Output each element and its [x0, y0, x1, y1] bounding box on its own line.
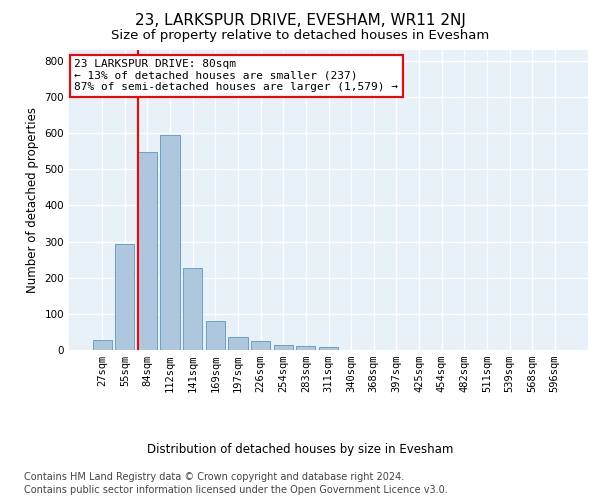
Bar	[229, 336, 248, 350]
Text: 23, LARKSPUR DRIVE, EVESHAM, WR11 2NJ: 23, LARKSPUR DRIVE, EVESHAM, WR11 2NJ	[134, 12, 466, 28]
Bar	[115, 244, 134, 350]
Y-axis label: Number of detached properties: Number of detached properties	[26, 107, 39, 293]
Bar	[296, 346, 316, 350]
Bar	[160, 134, 180, 350]
Text: Contains public sector information licensed under the Open Government Licence v3: Contains public sector information licen…	[24, 485, 448, 495]
Bar	[138, 152, 157, 350]
Bar	[206, 321, 225, 350]
Text: 23 LARKSPUR DRIVE: 80sqm
← 13% of detached houses are smaller (237)
87% of semi-: 23 LARKSPUR DRIVE: 80sqm ← 13% of detach…	[74, 59, 398, 92]
Bar	[274, 346, 293, 350]
Bar	[251, 340, 270, 350]
Bar	[92, 340, 112, 350]
Text: Size of property relative to detached houses in Evesham: Size of property relative to detached ho…	[111, 29, 489, 42]
Bar	[319, 347, 338, 350]
Bar	[183, 268, 202, 350]
Text: Distribution of detached houses by size in Evesham: Distribution of detached houses by size …	[147, 442, 453, 456]
Text: Contains HM Land Registry data © Crown copyright and database right 2024.: Contains HM Land Registry data © Crown c…	[24, 472, 404, 482]
